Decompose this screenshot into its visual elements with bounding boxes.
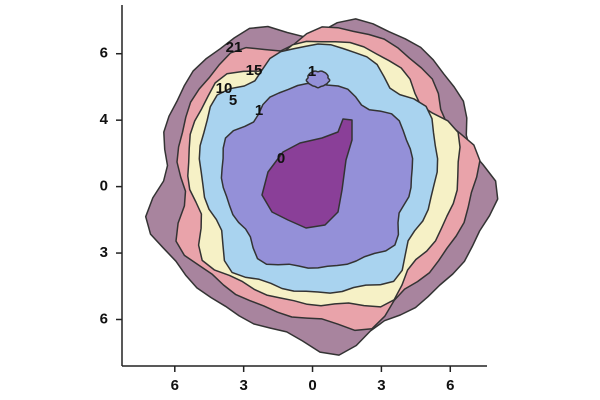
y-tick-label: 3 <box>100 244 108 261</box>
contour-label: 21 <box>226 39 243 56</box>
y-tick-label: 0 <box>100 178 108 195</box>
contour-label: 15 <box>246 62 263 79</box>
x-tick-label: 0 <box>308 377 316 394</box>
contour-label: 1 <box>255 102 263 119</box>
x-tick-label: 6 <box>171 377 179 394</box>
contour-region <box>261 118 353 229</box>
x-tick-label: 6 <box>446 377 454 394</box>
y-tick-label: 6 <box>100 45 108 62</box>
contour-regions <box>144 18 499 356</box>
y-tick-label: 4 <box>100 111 109 128</box>
y-tick-label: 6 <box>100 310 108 327</box>
contour-region <box>305 70 331 89</box>
x-tick-label: 3 <box>377 377 385 394</box>
contour-label: 0 <box>277 150 285 167</box>
contour-label: 1 <box>308 63 316 80</box>
contour-label: 5 <box>229 92 237 109</box>
x-tick-label: 3 <box>239 377 247 394</box>
contour-label: 10 <box>216 80 233 97</box>
